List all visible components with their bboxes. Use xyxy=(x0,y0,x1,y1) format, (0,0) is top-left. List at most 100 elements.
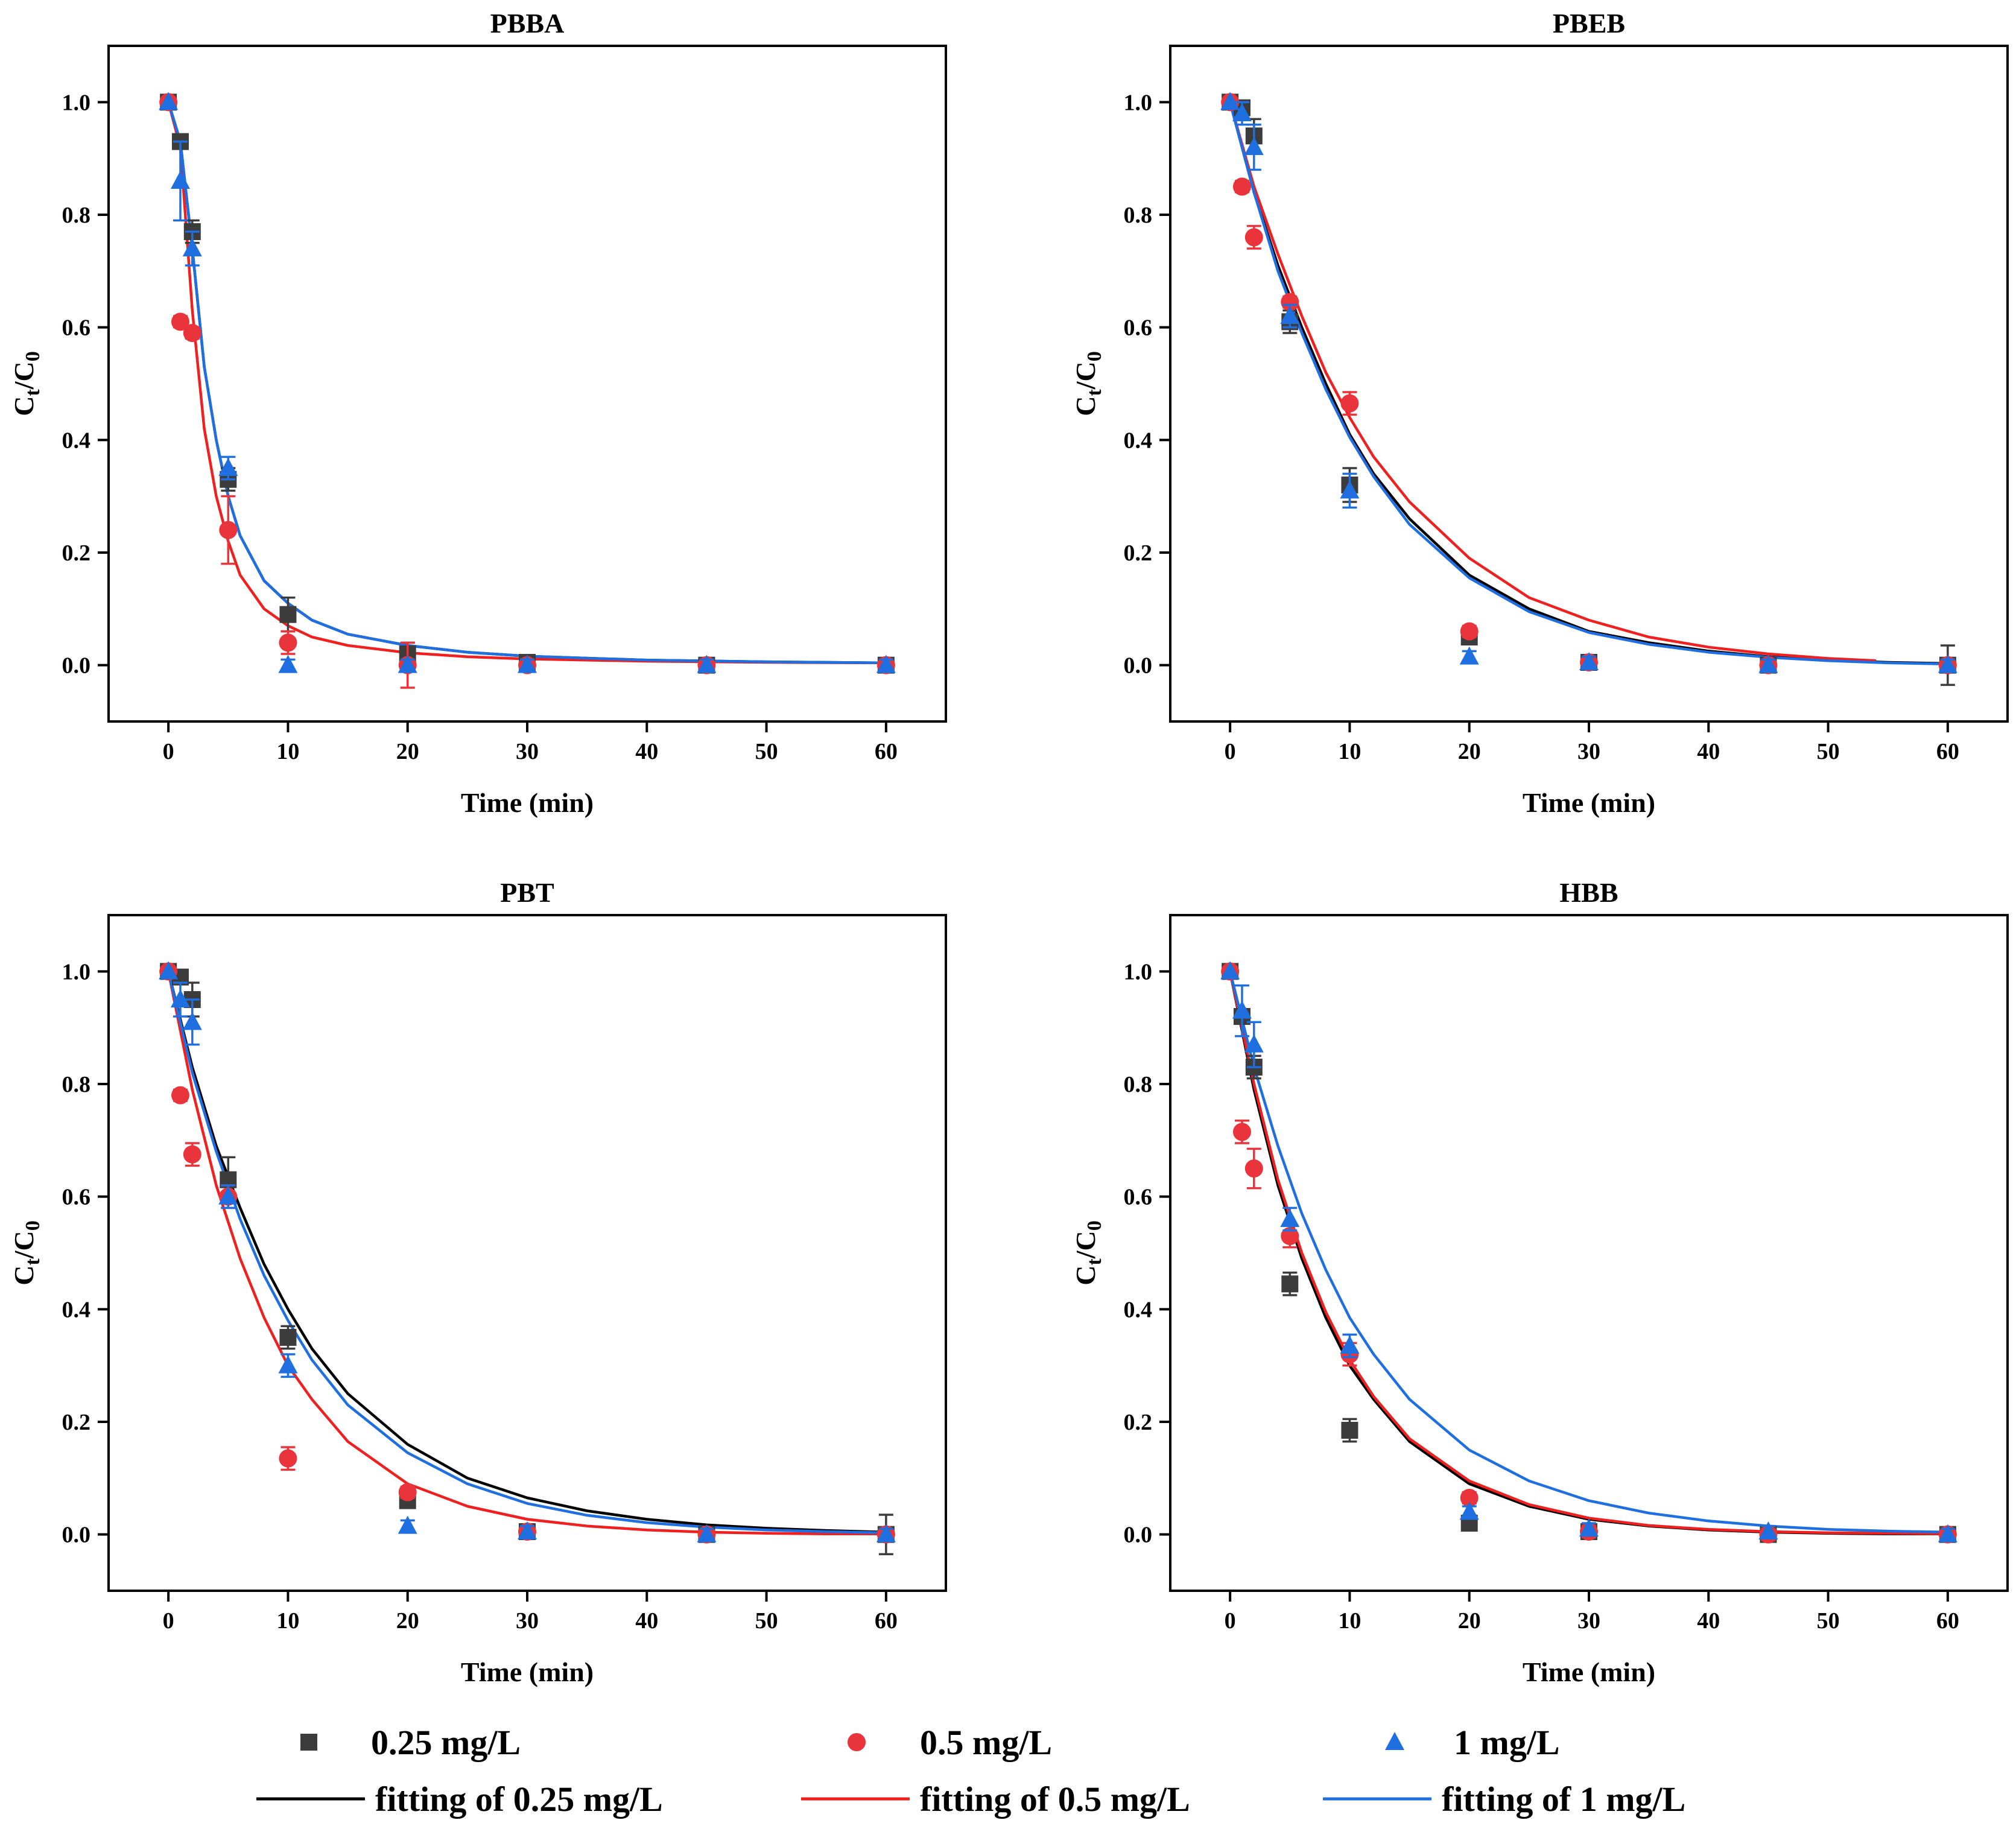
x-tick-label: 60 xyxy=(1936,739,1959,764)
x-tick-label: 20 xyxy=(1458,739,1481,764)
data-point xyxy=(398,1515,417,1534)
y-axis-label-part: t xyxy=(1083,1258,1106,1266)
data-point xyxy=(518,1521,537,1539)
y-tick-label: 0.0 xyxy=(62,653,91,679)
data-point xyxy=(1579,652,1599,670)
panel-title: PBBA xyxy=(490,8,565,39)
y-tick-label: 0.6 xyxy=(1124,1185,1153,1210)
data-point xyxy=(171,312,189,331)
legend: 0.25 mg/L 0.5 mg/L 1 mg/L fitting of 0.25 m… xyxy=(256,1723,1685,1819)
x-tick-label: 0 xyxy=(1225,739,1236,764)
x-tick-label: 60 xyxy=(875,739,898,764)
x-tick-label: 40 xyxy=(635,739,658,764)
data-point xyxy=(278,1355,298,1374)
x-tick-label: 30 xyxy=(516,739,539,764)
x-tick-label: 0 xyxy=(1225,1608,1236,1634)
y-tick-label: 1.0 xyxy=(62,959,91,984)
panel-title: HBB xyxy=(1559,877,1618,908)
data-point xyxy=(171,1086,189,1105)
legend-marker xyxy=(300,1734,317,1751)
y-axis-label-part: /C xyxy=(1070,1231,1101,1259)
fit-curve xyxy=(1228,971,1948,1534)
x-tick-label: 30 xyxy=(1577,1608,1600,1634)
data-point xyxy=(183,1145,201,1164)
data-point xyxy=(1758,655,1778,673)
data-point xyxy=(1232,1000,1252,1019)
fit-curve xyxy=(1228,971,1948,1535)
y-tick-label: 0.4 xyxy=(1124,1297,1153,1322)
y-tick-label: 0.2 xyxy=(62,541,91,566)
panel-title: PBT xyxy=(500,877,554,908)
data-point xyxy=(1244,228,1263,247)
fit-curve xyxy=(166,971,886,1535)
data-point xyxy=(1340,394,1359,413)
y-tick-label: 1.0 xyxy=(1124,959,1153,984)
data-point xyxy=(1460,1489,1479,1507)
plot-frame xyxy=(1169,914,2009,1592)
y-tick-label: 0.8 xyxy=(62,203,91,228)
data-point xyxy=(1280,306,1300,324)
x-tick-label: 0 xyxy=(163,739,174,764)
x-axis-label: Time (min) xyxy=(461,787,594,818)
plot-frame xyxy=(107,914,947,1592)
data-point xyxy=(1460,622,1479,641)
data-point xyxy=(1281,1227,1299,1245)
y-tick-label: 0.8 xyxy=(62,1072,91,1097)
data-point xyxy=(279,606,297,623)
fit-curve xyxy=(1228,101,1948,666)
x-tick-label: 10 xyxy=(276,739,299,764)
panel-pbba: PBBA 0 10 20 30 40 50 60 0.0 0.2 0.4 0.6 0.8 1.0 Time … xyxy=(8,8,947,818)
data-point xyxy=(398,1483,417,1501)
data-point xyxy=(876,1524,896,1542)
panel-title: PBEB xyxy=(1553,8,1625,39)
x-tick-label: 10 xyxy=(1338,1608,1361,1634)
data-point xyxy=(1220,961,1240,980)
fit-curve xyxy=(166,101,886,665)
x-tick-label: 40 xyxy=(635,1608,658,1634)
x-axis-label: Time (min) xyxy=(1523,787,1655,818)
legend-label: fitting of 0.5 mg/L xyxy=(920,1780,1190,1819)
x-tick-label: 10 xyxy=(276,1608,299,1634)
y-tick-label: 0.4 xyxy=(62,428,91,453)
data-point xyxy=(1758,1521,1778,1539)
data-point xyxy=(279,1329,297,1346)
y-axis-label-part: 0 xyxy=(1083,1220,1106,1231)
data-point xyxy=(876,655,896,673)
y-tick-label: 0.8 xyxy=(1124,203,1153,228)
data-point xyxy=(697,1524,717,1542)
y-axis-label-part: t xyxy=(1083,389,1106,396)
data-point xyxy=(159,961,179,980)
data-point xyxy=(1232,177,1251,196)
y-tick-label: 0.0 xyxy=(1124,1523,1153,1548)
x-tick-label: 50 xyxy=(1817,739,1840,764)
data-point xyxy=(1459,646,1479,665)
x-tick-label: 50 xyxy=(755,1608,778,1634)
x-tick-label: 30 xyxy=(1577,739,1600,764)
data-point xyxy=(697,655,717,673)
fit-curve xyxy=(1228,101,1948,665)
y-tick-label: 0.0 xyxy=(1124,653,1153,679)
data-point xyxy=(1340,480,1360,499)
y-axis-label: Ct/C0 xyxy=(8,1220,44,1286)
y-tick-label: 0.6 xyxy=(1124,315,1153,341)
data-point xyxy=(278,655,298,673)
data-point xyxy=(1232,103,1252,121)
data-point xyxy=(1340,1336,1360,1354)
x-tick-label: 20 xyxy=(1458,1608,1481,1634)
data-point xyxy=(1244,1159,1263,1178)
fit-curve xyxy=(166,971,886,1535)
data-point xyxy=(279,1449,297,1468)
y-tick-label: 0.0 xyxy=(62,1523,91,1548)
legend-marker xyxy=(848,1733,866,1751)
y-axis-label-part: /C xyxy=(1070,361,1101,390)
data-point xyxy=(1341,1422,1358,1439)
panel-hbb: HBB 0 10 20 30 40 50 60 0.0 0.2 0.4 0.6 0.8 1.0 Time (… xyxy=(1070,877,2009,1687)
data-point xyxy=(1281,1275,1299,1293)
x-axis-label: Time (min) xyxy=(1523,1657,1655,1687)
legend-marker xyxy=(1385,1732,1404,1750)
x-tick-label: 40 xyxy=(1697,739,1720,764)
data-point xyxy=(518,655,537,673)
data-point xyxy=(159,92,179,110)
data-point xyxy=(170,989,190,1007)
y-tick-label: 0.6 xyxy=(62,315,91,341)
